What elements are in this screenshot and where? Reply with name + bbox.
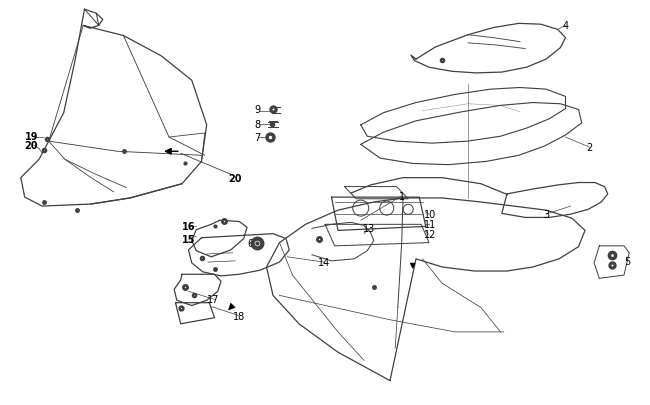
- Text: 11: 11: [424, 220, 436, 230]
- Text: 16: 16: [182, 222, 195, 232]
- Text: 14: 14: [318, 258, 330, 267]
- Text: 13: 13: [363, 224, 375, 234]
- Text: 1: 1: [398, 192, 405, 201]
- Text: 17: 17: [207, 295, 220, 305]
- Text: 19: 19: [25, 132, 38, 142]
- Text: 20: 20: [229, 173, 242, 183]
- Text: 5: 5: [624, 256, 630, 266]
- Text: 2: 2: [586, 143, 593, 153]
- Text: 6: 6: [247, 238, 254, 248]
- Text: 3: 3: [543, 210, 549, 220]
- Text: 10: 10: [424, 210, 436, 220]
- Text: 12: 12: [424, 230, 437, 240]
- Text: 7: 7: [254, 133, 261, 143]
- Text: 18: 18: [233, 311, 245, 321]
- Text: 9: 9: [254, 105, 261, 115]
- Text: 20: 20: [25, 141, 38, 151]
- Text: 4: 4: [562, 21, 569, 31]
- Text: 15: 15: [182, 234, 195, 244]
- Text: 8: 8: [254, 120, 261, 130]
